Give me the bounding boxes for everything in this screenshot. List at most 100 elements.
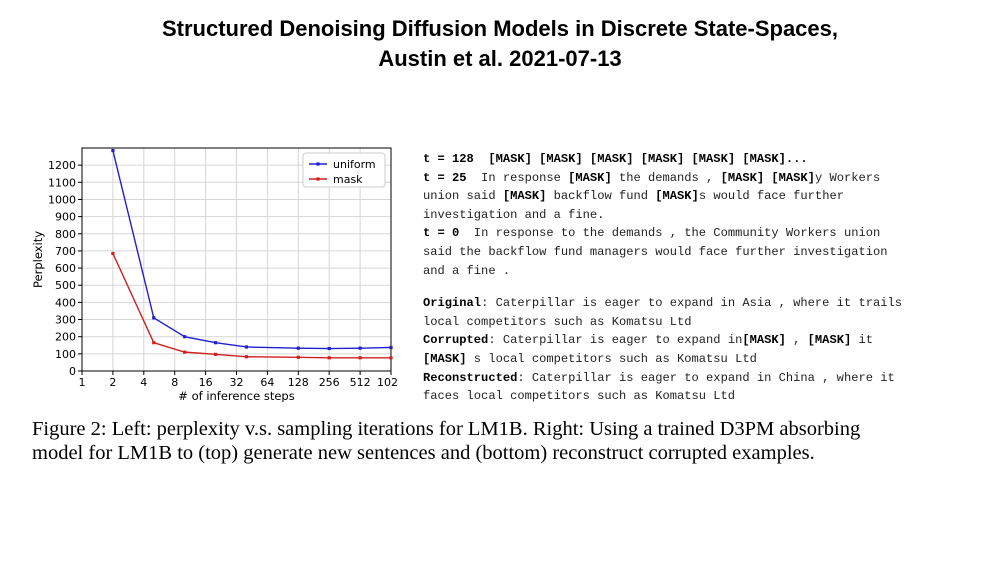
data-point-mask: [358, 356, 362, 360]
corrupted-line-1: Corrupted: Caterpillar is eager to expan…: [423, 331, 983, 350]
data-point-mask: [183, 350, 187, 354]
page-title-line-1: Structured Denoising Diffusion Models in…: [161, 16, 839, 41]
page-title-line-2: Austin et al. 2021-07-13: [378, 46, 622, 71]
x-axis-label: # of inference steps: [178, 389, 294, 402]
mask-token: [MASK]: [568, 170, 612, 185]
mask-token: [MASK]: [502, 189, 547, 204]
x-tick-label: 16: [199, 376, 213, 389]
y-tick-label: 800: [55, 228, 76, 241]
legend-marker-uniform: [316, 162, 320, 166]
data-point-mask: [296, 355, 300, 359]
page-title: Structured Denoising Diffusion Models in…: [0, 14, 1000, 74]
chart-series: [111, 148, 393, 360]
t128-line: t = 128 [MASK] [MASK] [MASK] [MASK] [MAS…: [423, 150, 983, 169]
data-point-uniform: [183, 335, 187, 339]
x-tick-label: 256: [319, 376, 340, 389]
t25-line-3: investigation and a fine.: [423, 207, 605, 222]
t25-text: y Workers: [814, 170, 881, 185]
data-point-uniform: [244, 345, 249, 349]
y-tick-label: 1000: [48, 193, 76, 206]
reconstructed-line-2: faces local competitors such as Komatsu …: [423, 389, 736, 404]
data-point-uniform: [327, 346, 331, 351]
x-tick-label: 32: [230, 376, 244, 389]
x-tick-label: 128: [288, 376, 309, 389]
legend-label-uniform: uniform: [333, 158, 376, 171]
legend-marker-mask: [316, 177, 320, 181]
x-tick-label: 2: [109, 376, 116, 389]
caption-line-2: model for LM1B to (top) generate new sen…: [32, 442, 815, 464]
original-label: Original: [423, 296, 482, 311]
t25-text: s would face further: [698, 189, 844, 204]
corrupted-text: : Caterpillar is eager to expand in: [488, 333, 743, 348]
data-point-uniform: [389, 345, 393, 350]
t0-label: t = 0: [423, 226, 460, 241]
figure-caption: Figure 2: Left: perplexity v.s. sampling…: [32, 417, 982, 465]
data-point-uniform: [111, 148, 115, 153]
data-point-mask: [244, 355, 249, 359]
data-point-mask: [213, 352, 218, 356]
mask-token: [MASK]: [807, 333, 852, 348]
mask-token: [MASK] [MASK]: [720, 170, 815, 185]
t25-line-2: union said [MASK] backflow fund [MASK]s …: [423, 187, 983, 206]
y-axis-label: Perplexity: [31, 231, 45, 288]
y-tick-label: 100: [55, 348, 76, 361]
data-point-uniform: [152, 316, 156, 320]
data-point-uniform: [213, 341, 218, 345]
x-tick-label: 1024: [377, 376, 398, 389]
mask-token: [MASK]: [423, 351, 467, 366]
x-tick-labels: 1 2 4 8 16 32 64 128 256 512 1024: [79, 371, 398, 389]
corrupted-label: Corrupted: [423, 333, 489, 348]
t0-line-1: t = 0 In response to the demands , the C…: [423, 224, 983, 243]
t25-text: In response: [466, 170, 569, 185]
original-text: : Caterpillar is eager to expand in Asia…: [481, 296, 902, 311]
y-tick-label: 1100: [48, 176, 76, 189]
t25-text: union said: [423, 189, 503, 204]
original-line-1: Original: Caterpillar is eager to expand…: [423, 294, 983, 313]
corrupted-text: ,: [785, 333, 808, 348]
corrupted-line-2: [MASK] s local competitors such as Komat…: [423, 350, 983, 369]
t128-label: t = 128: [423, 152, 474, 166]
mask-token: [MASK]: [742, 333, 786, 348]
t128-masks: [MASK] [MASK] [MASK] [MASK] [MASK] [MASK…: [473, 152, 808, 166]
chart-legend: uniform mask: [302, 152, 386, 188]
y-tick-label: 600: [55, 262, 76, 275]
y-tick-label: 200: [55, 331, 76, 344]
t25-text: the demands ,: [611, 170, 721, 185]
data-point-mask: [327, 356, 331, 360]
x-tick-label: 1: [79, 376, 86, 389]
y-tick-label: 400: [55, 296, 76, 309]
x-tick-label: 64: [260, 376, 274, 389]
mask-token: [MASK]: [655, 189, 699, 204]
data-point-uniform: [358, 346, 362, 350]
y-tick-labels: 0 100 200 300 400 500 600 700 800 900 1000 1100 1200: [48, 159, 82, 378]
corrupted-text: it: [851, 333, 873, 348]
y-tick-label: 500: [55, 279, 76, 292]
data-point-mask: [389, 356, 393, 360]
y-tick-label: 300: [55, 314, 76, 327]
y-tick-label: 0: [69, 365, 76, 378]
legend-label-mask: mask: [333, 173, 363, 186]
data-point-uniform: [296, 346, 300, 350]
data-point-mask: [111, 251, 115, 256]
x-tick-label: 512: [350, 376, 371, 389]
original-line-2: local competitors such as Komatsu Ltd: [423, 314, 692, 329]
t25-line-1: t = 25 In response [MASK] the demands , …: [423, 169, 983, 188]
x-tick-label: 8: [171, 376, 178, 389]
caption-line-1: Figure 2: Left: perplexity v.s. sampling…: [32, 418, 861, 440]
y-tick-label: 900: [55, 211, 76, 224]
reconstructed-label: Reconstructed: [423, 370, 518, 385]
t25-label: t = 25: [423, 170, 467, 185]
sample-text-panel: t = 128 [MASK] [MASK] [MASK] [MASK] [MAS…: [423, 150, 983, 406]
x-tick-label: 4: [140, 376, 147, 389]
t0-text: In response to the demands , the Communi…: [459, 226, 881, 241]
y-tick-label: 1200: [48, 159, 76, 172]
reconstructed-text: : Caterpillar is eager to expand in Chin…: [517, 370, 895, 385]
corrupted-text: s local competitors such as Komatsu Ltd: [466, 351, 757, 366]
y-tick-label: 700: [55, 245, 76, 258]
perplexity-chart: 0 100 200 300 400 500 600 700 800 900 1000 1100 1200…: [31, 147, 398, 402]
t25-text: backflow fund: [546, 189, 656, 204]
reconstructed-line-1: Reconstructed: Caterpillar is eager to e…: [423, 369, 983, 388]
t0-line-3: and a fine .: [423, 263, 511, 278]
t0-line-2: said the backflow fund managers would fa…: [423, 244, 888, 259]
data-point-mask: [152, 341, 156, 345]
